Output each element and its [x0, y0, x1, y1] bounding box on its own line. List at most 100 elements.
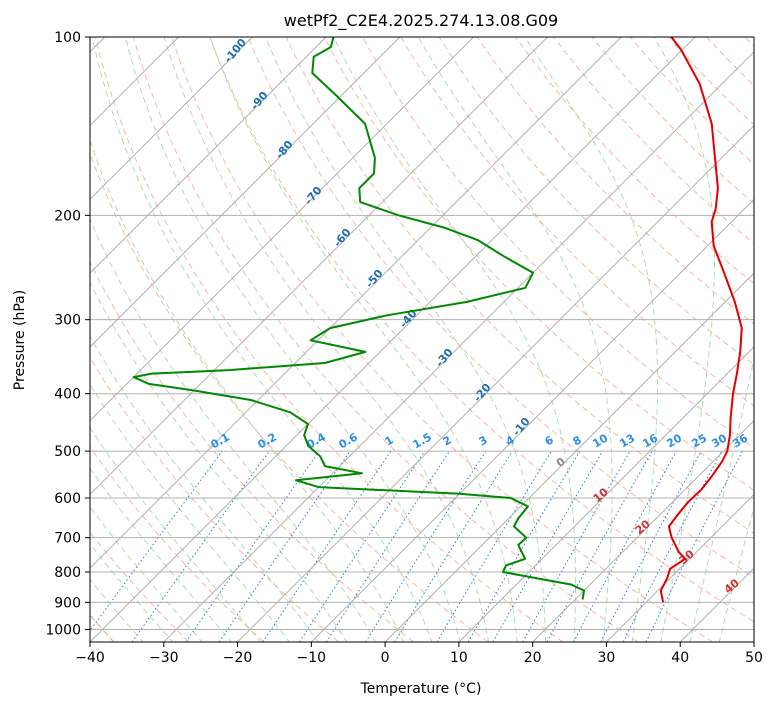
- mixing-ratio-line: [365, 450, 487, 642]
- moist-adiabat: [90, 578, 144, 642]
- moist-adiabat: [90, 335, 319, 642]
- moist-adiabat: [689, 356, 754, 642]
- dry-adiabat-label: -90: [248, 89, 271, 113]
- dry-adiabat: [90, 531, 190, 642]
- mixing-ratio-line: [185, 450, 320, 642]
- mixing-ratio-line: [325, 450, 450, 642]
- dry-adiabat-label: -10: [510, 415, 533, 439]
- mixing-ratio-label: 8: [571, 433, 584, 448]
- moist-adiabat-label: 20: [633, 517, 653, 537]
- y-tick-label: 800: [54, 565, 81, 581]
- moist-adiabats: [90, 37, 754, 642]
- dry-adiabat: [476, 37, 754, 325]
- dry-adiabat: [90, 260, 414, 642]
- mixing-ratio-label: 0.4: [305, 430, 329, 451]
- moist-adiabat: [163, 37, 490, 642]
- x-tick-label: −30: [149, 650, 179, 666]
- isotherm-line: [237, 124, 754, 642]
- mixing-ratio-line: [600, 450, 702, 642]
- dry-adiabat-label: -60: [331, 226, 354, 250]
- mixing-ratio-label: 3: [477, 433, 490, 448]
- dry-adiabat: [323, 37, 754, 491]
- dry-adiabat: [362, 37, 754, 449]
- isotherm-line: [90, 37, 475, 422]
- x-tick-label: 0: [381, 650, 390, 666]
- moist-adiabat: [265, 37, 547, 642]
- mixing-ratio-line: [90, 450, 223, 632]
- dry-adiabats: [90, 37, 754, 642]
- isotherm-line: [90, 37, 327, 274]
- mixing-ratio-label: 13: [617, 432, 637, 451]
- y-tick-label: 1000: [45, 622, 81, 638]
- mixing-ratio-line: [573, 450, 677, 642]
- mixing-ratio-label: 2: [441, 433, 454, 448]
- moist-adiabat: [90, 506, 203, 642]
- isotherm-line: [90, 37, 401, 348]
- x-axis-label: Temperature (°C): [360, 681, 482, 697]
- moist-adiabat: [209, 37, 518, 642]
- dry-adiabat: [132, 37, 639, 642]
- dry-adiabat: [94, 37, 564, 642]
- y-tick-label: 100: [54, 30, 81, 46]
- moist-adiabat-label: 10: [591, 485, 611, 505]
- pressure-gridlines: [90, 37, 754, 630]
- dry-adiabat: [209, 37, 754, 623]
- dry-adiabat: [90, 152, 489, 642]
- dry-adiabat-label: -70: [302, 184, 325, 208]
- mixing-ratio-line: [436, 450, 552, 642]
- x-tick-label: −10: [297, 650, 327, 666]
- dry-adiabat: [285, 37, 754, 535]
- isotherm-line: [679, 567, 754, 642]
- temperature-line: [659, 37, 743, 603]
- dry-adiabat: [90, 356, 339, 642]
- moist-adiabat-label: 40: [722, 576, 742, 596]
- mixing-ratio-lines: [90, 450, 743, 642]
- y-tick-label: 200: [54, 208, 81, 224]
- moist-adiabat: [90, 383, 291, 642]
- isotherm-line: [384, 272, 754, 642]
- y-tick-label: 700: [54, 531, 81, 547]
- mixing-ratio-label: 6: [543, 433, 556, 448]
- line-labels: 0.1 0.2 0.4 0.6 1 1.5 2 3 4 6 8 10 13 16 20 25 30 36-100-…: [209, 37, 751, 596]
- x-axis-ticks: −40 −30 −20 −10 0 10 20 30 40 50: [75, 642, 763, 666]
- isotherm-line: [458, 346, 754, 642]
- isotherm-line: [163, 51, 754, 642]
- y-tick-label: 300: [54, 313, 81, 329]
- isotherm-line: [90, 37, 548, 496]
- dry-adiabat: [744, 37, 754, 47]
- moist-adiabat: [91, 37, 433, 642]
- mixing-ratio-label: 0.6: [337, 430, 361, 451]
- y-tick-label: 500: [54, 444, 81, 460]
- profile-series: [132, 37, 743, 603]
- mixing-ratio-line: [645, 450, 743, 642]
- moist-adiabat-label: 0: [554, 455, 568, 470]
- isotherm-line: [606, 493, 754, 642]
- mixing-ratio-label: 16: [640, 431, 660, 450]
- x-tick-label: −40: [75, 650, 105, 666]
- x-tick-label: −20: [223, 650, 253, 666]
- x-tick-label: 20: [524, 650, 542, 666]
- dry-adiabat-label: -50: [363, 267, 386, 291]
- moist-adiabat: [90, 139, 405, 642]
- y-axis-ticks: 100 200 300 400 500 600 700 800 900 1000: [45, 30, 90, 638]
- moist-adiabat-label: 30: [677, 547, 697, 567]
- mixing-ratio-line: [522, 450, 631, 642]
- moist-adiabat: [90, 467, 233, 642]
- mixing-ratio-line: [131, 450, 270, 642]
- dry-adiabat: [247, 37, 754, 578]
- plot-frame: [89, 36, 755, 643]
- dry-adiabat: [171, 37, 713, 642]
- dry-adiabat: [629, 37, 754, 165]
- mixing-ratio-label: 1: [383, 433, 396, 448]
- mixing-ratio-line: [394, 450, 513, 642]
- mixing-ratio-line: [218, 450, 351, 642]
- moist-adiabat: [90, 542, 174, 642]
- chart-title: wetPf2_C2E4.2025.274.13.08.G09: [284, 11, 558, 31]
- mixing-ratio-label: 0.1: [209, 430, 232, 451]
- moist-adiabat: [90, 427, 262, 642]
- moist-adiabat: [90, 281, 348, 642]
- isotherm-line: [90, 37, 253, 201]
- y-tick-label: 900: [54, 595, 81, 611]
- moist-adiabat: [124, 37, 461, 642]
